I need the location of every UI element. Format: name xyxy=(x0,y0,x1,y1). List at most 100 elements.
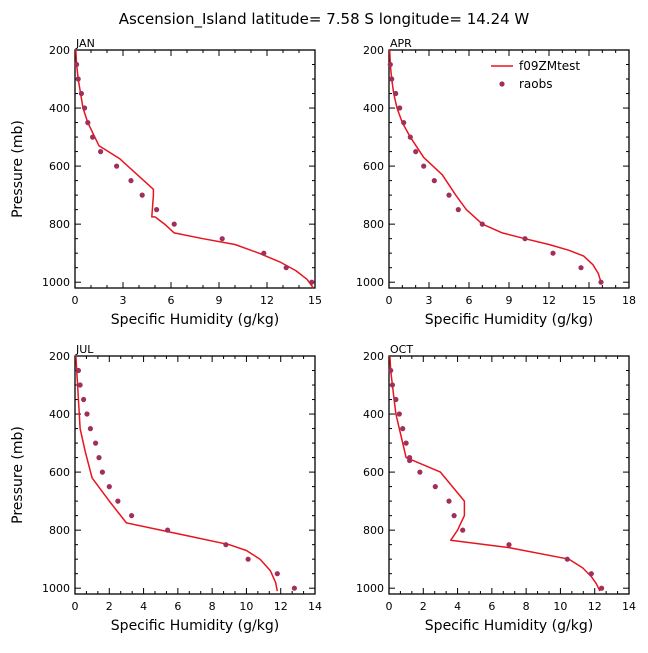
obs-point xyxy=(165,527,171,533)
panel-jan: JAN 0 3 6 9 12 15 200 400 600 800 1000 Specific Humi… xyxy=(10,37,322,328)
obs-point xyxy=(291,585,297,591)
y-tick-label: 1000 xyxy=(42,276,70,289)
y-tick-label: 800 xyxy=(363,218,384,231)
obs-point xyxy=(96,455,102,461)
x-tick-label: 10 xyxy=(239,600,253,613)
obs-point xyxy=(407,457,413,464)
obs-point xyxy=(75,76,81,82)
obs-point xyxy=(99,469,105,475)
y-tick-label: 800 xyxy=(49,524,70,537)
x-tick-label: 3 xyxy=(426,294,433,307)
obs-point xyxy=(87,426,93,432)
panel-label: APR xyxy=(390,37,412,50)
y-tick-label: 400 xyxy=(363,102,384,115)
obs-point xyxy=(387,61,393,68)
x-tick-label: 12 xyxy=(588,600,602,613)
plot-frame xyxy=(74,49,316,289)
y-tick-label: 600 xyxy=(363,160,384,173)
obs-point xyxy=(389,76,395,82)
x-tick-label: 0 xyxy=(386,294,393,307)
y-tick-label: 200 xyxy=(363,350,384,363)
y-tick-label: 600 xyxy=(49,160,70,173)
x-tick-label: 6 xyxy=(174,600,181,613)
obs-point xyxy=(77,382,83,388)
obs-point xyxy=(479,221,485,227)
y-tick-label: 200 xyxy=(363,44,384,57)
obs-point xyxy=(139,192,145,198)
x-tick-label: 0 xyxy=(72,294,79,307)
y-tick-label: 1000 xyxy=(42,582,70,595)
obs-point xyxy=(129,513,135,519)
obs-point xyxy=(397,105,403,111)
x-tick-label: 9 xyxy=(216,294,223,307)
legend: f09ZMtest raobs xyxy=(491,59,580,91)
x-axis-label: Specific Humidity (g/kg) xyxy=(111,618,279,634)
obs-point xyxy=(417,469,423,475)
obs-point xyxy=(93,440,99,446)
obs-point xyxy=(598,279,604,285)
x-tick-label: 14 xyxy=(308,600,322,613)
obs-point xyxy=(407,134,413,140)
x-axis-label: Specific Humidity (g/kg) xyxy=(425,312,593,328)
y-tick-label: 400 xyxy=(49,102,70,115)
obs-point xyxy=(78,90,84,97)
obs-point xyxy=(223,542,229,548)
x-tick-label: 12 xyxy=(260,294,274,307)
x-tick-label: 2 xyxy=(420,600,427,613)
obs-point xyxy=(274,571,280,577)
x-tick-label: 12 xyxy=(274,600,288,613)
x-tick-label: 12 xyxy=(542,294,556,307)
obs-point xyxy=(261,250,267,256)
obs-point xyxy=(396,411,402,417)
obs-point xyxy=(154,207,160,213)
obs-point xyxy=(309,279,315,285)
legend-point-swatch xyxy=(499,81,505,87)
x-tick-label: 3 xyxy=(120,294,127,307)
x-tick-label: 0 xyxy=(72,600,79,613)
plot-frame xyxy=(388,49,630,289)
obs-point xyxy=(401,120,407,126)
obs-point xyxy=(245,556,251,562)
obs-point xyxy=(446,192,452,198)
obs-point xyxy=(90,134,96,140)
y-axis-label: Pressure (mb) xyxy=(10,426,26,524)
legend-model-label: f09ZMtest xyxy=(519,59,580,73)
obs-point xyxy=(506,542,512,548)
x-tick-label: 8 xyxy=(523,600,530,613)
plot-frame xyxy=(388,355,630,595)
x-tick-label: 6 xyxy=(488,600,495,613)
obs-point xyxy=(431,178,437,184)
obs-point xyxy=(413,149,419,155)
x-tick-label: 9 xyxy=(506,294,513,307)
panel-label: OCT xyxy=(390,343,413,356)
y-tick-label: 800 xyxy=(49,218,70,231)
y-tick-label: 800 xyxy=(363,524,384,537)
obs-point xyxy=(522,236,528,242)
x-axis-label: Specific Humidity (g/kg) xyxy=(425,618,593,634)
y-tick-label: 400 xyxy=(49,408,70,421)
obs-point xyxy=(393,90,399,97)
obs-point xyxy=(455,207,461,213)
obs-point xyxy=(451,513,457,519)
panel-jul: JUL 0 2 4 6 8 10 12 14 200 400 600 800 1000 Specific H… xyxy=(10,343,322,634)
obs-point xyxy=(81,396,87,403)
y-tick-label: 1000 xyxy=(356,276,384,289)
legend-obs-label: raobs xyxy=(519,77,553,91)
panel-label: JAN xyxy=(75,37,95,50)
obs-point xyxy=(128,178,134,184)
y-tick-label: 600 xyxy=(49,466,70,479)
obs-point xyxy=(578,265,584,271)
x-tick-label: 14 xyxy=(622,600,636,613)
obs-point xyxy=(400,426,406,432)
obs-point xyxy=(74,61,80,68)
x-tick-label: 15 xyxy=(582,294,596,307)
plot-frame xyxy=(74,355,316,595)
obs-point xyxy=(171,221,177,227)
x-tick-label: 18 xyxy=(622,294,636,307)
obs-point xyxy=(421,163,427,169)
x-tick-label: 6 xyxy=(466,294,473,307)
obs-point xyxy=(460,527,466,533)
panel-apr: APR 0 3 6 9 12 15 18 200 400 600 800 1000 Specific Hu… xyxy=(356,37,636,328)
